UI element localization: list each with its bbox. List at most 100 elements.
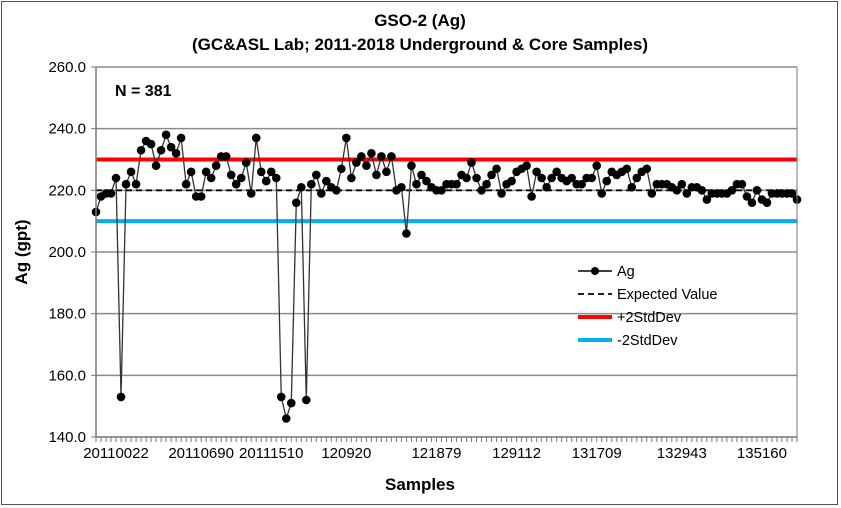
ag-data-point bbox=[281, 414, 291, 423]
ag-data-point bbox=[497, 189, 506, 198]
x-tick-label: 129112 bbox=[492, 445, 541, 462]
ag-data-point bbox=[161, 130, 171, 140]
ag-data-point bbox=[266, 167, 276, 177]
x-tick-label: 20110022 bbox=[83, 445, 149, 462]
ag-data-point bbox=[377, 152, 386, 161]
ag-data-point bbox=[567, 173, 576, 183]
legend-marker bbox=[591, 267, 599, 275]
ag-data-point bbox=[312, 170, 321, 180]
ag-data-point bbox=[467, 158, 476, 167]
sample-count-annotation: N = 381 bbox=[115, 83, 172, 100]
ag-data-point bbox=[226, 170, 236, 180]
ag-data-point bbox=[627, 182, 637, 192]
legend-label: +2StdDev bbox=[617, 310, 682, 326]
ag-data-point bbox=[552, 167, 561, 177]
ag-data-point bbox=[307, 179, 316, 189]
legend-label: Ag bbox=[617, 264, 635, 280]
ag-data-point bbox=[332, 186, 341, 195]
chart-subtitle: (GC&ASL Lab; 2011-2018 Underground & Cor… bbox=[192, 35, 648, 54]
ag-data-point bbox=[131, 179, 141, 189]
ag-data-point bbox=[452, 179, 461, 189]
ag-data-point bbox=[682, 189, 692, 198]
ag-data-point bbox=[186, 167, 196, 177]
ag-data-point bbox=[747, 198, 757, 207]
ag-data-point bbox=[462, 173, 471, 183]
ag-data-point bbox=[286, 398, 296, 408]
x-axis-label: Samples bbox=[385, 475, 455, 494]
ag-data-point bbox=[437, 186, 446, 195]
ag-data-point bbox=[642, 164, 652, 174]
ag-data-point bbox=[602, 176, 612, 186]
legend-label: -2StdDev bbox=[617, 333, 678, 349]
y-tick-label: 260.0 bbox=[48, 59, 86, 76]
ag-data-point bbox=[587, 173, 597, 183]
ag-data-point bbox=[231, 179, 241, 189]
ag-data-point bbox=[537, 173, 546, 183]
ag-data-point bbox=[246, 189, 256, 198]
ag-data-point bbox=[622, 164, 632, 174]
ag-data-point bbox=[527, 192, 536, 201]
ag-data-point bbox=[291, 198, 301, 207]
ag-data-point bbox=[317, 189, 326, 198]
y-tick-label: 200.0 bbox=[48, 244, 86, 261]
ag-data-point bbox=[296, 182, 306, 192]
ag-data-point bbox=[201, 167, 211, 177]
ag-data-point bbox=[236, 173, 246, 183]
ag-data-point bbox=[251, 133, 261, 143]
ag-data-point bbox=[136, 145, 146, 155]
ag-data-point bbox=[121, 179, 131, 189]
x-tick-label: 132943 bbox=[657, 445, 707, 462]
ag-data-point bbox=[402, 229, 411, 238]
ag-data-point bbox=[387, 152, 396, 161]
x-tick-label: 20111510 bbox=[239, 445, 304, 462]
ag-data-point bbox=[422, 176, 431, 186]
ag-data-point bbox=[241, 158, 251, 167]
ag-data-point bbox=[256, 167, 266, 177]
ag-data-point bbox=[762, 198, 772, 207]
ag-data-point bbox=[156, 145, 166, 155]
ag-data-point bbox=[276, 392, 286, 402]
ag-data-point bbox=[372, 170, 381, 180]
x-tick-label: 20110690 bbox=[168, 445, 234, 462]
y-tick-label: 240.0 bbox=[48, 121, 86, 138]
ag-data-point bbox=[176, 133, 186, 143]
ag-data-point bbox=[116, 392, 126, 402]
ag-data-point bbox=[206, 173, 216, 183]
legend: Ag Expected Value +2StdDev -2StdDev bbox=[578, 264, 718, 349]
ag-data-point bbox=[196, 192, 206, 201]
ag-data-point bbox=[472, 173, 481, 183]
ag-data-point bbox=[221, 152, 231, 161]
ag-data-point bbox=[752, 186, 762, 195]
x-tick-label: 120920 bbox=[321, 445, 371, 462]
x-tick-label: 121879 bbox=[411, 445, 461, 462]
ag-data-point bbox=[487, 170, 496, 180]
ag-data-point bbox=[166, 142, 176, 152]
ag-data-point bbox=[171, 149, 181, 158]
y-tick-label: 180.0 bbox=[48, 306, 86, 323]
ag-data-point bbox=[151, 161, 161, 170]
ag-data-point bbox=[522, 161, 531, 170]
ag-data-point bbox=[592, 161, 602, 170]
ag-data-point bbox=[126, 167, 136, 177]
ag-data-point bbox=[577, 179, 586, 189]
x-tick-label: 135160 bbox=[737, 445, 787, 462]
ag-data-point bbox=[211, 161, 221, 170]
ag-data-point bbox=[727, 186, 737, 195]
ag-data-point bbox=[417, 170, 426, 180]
ag-data-point bbox=[532, 167, 541, 177]
ag-data-point bbox=[702, 195, 712, 204]
ag-data-point bbox=[302, 395, 311, 405]
ag-data-point bbox=[547, 173, 556, 183]
ag-data-point bbox=[672, 186, 682, 195]
ag-data-point bbox=[647, 189, 657, 198]
ag-data-point bbox=[111, 173, 121, 183]
ag-data-point bbox=[412, 179, 421, 189]
y-tick-label: 160.0 bbox=[48, 367, 86, 384]
ag-data-point bbox=[477, 186, 486, 195]
ag-data-point bbox=[367, 149, 376, 158]
ag-data-point bbox=[322, 176, 331, 186]
y-tick-label: 220.0 bbox=[48, 182, 86, 199]
ag-data-point bbox=[342, 133, 351, 143]
